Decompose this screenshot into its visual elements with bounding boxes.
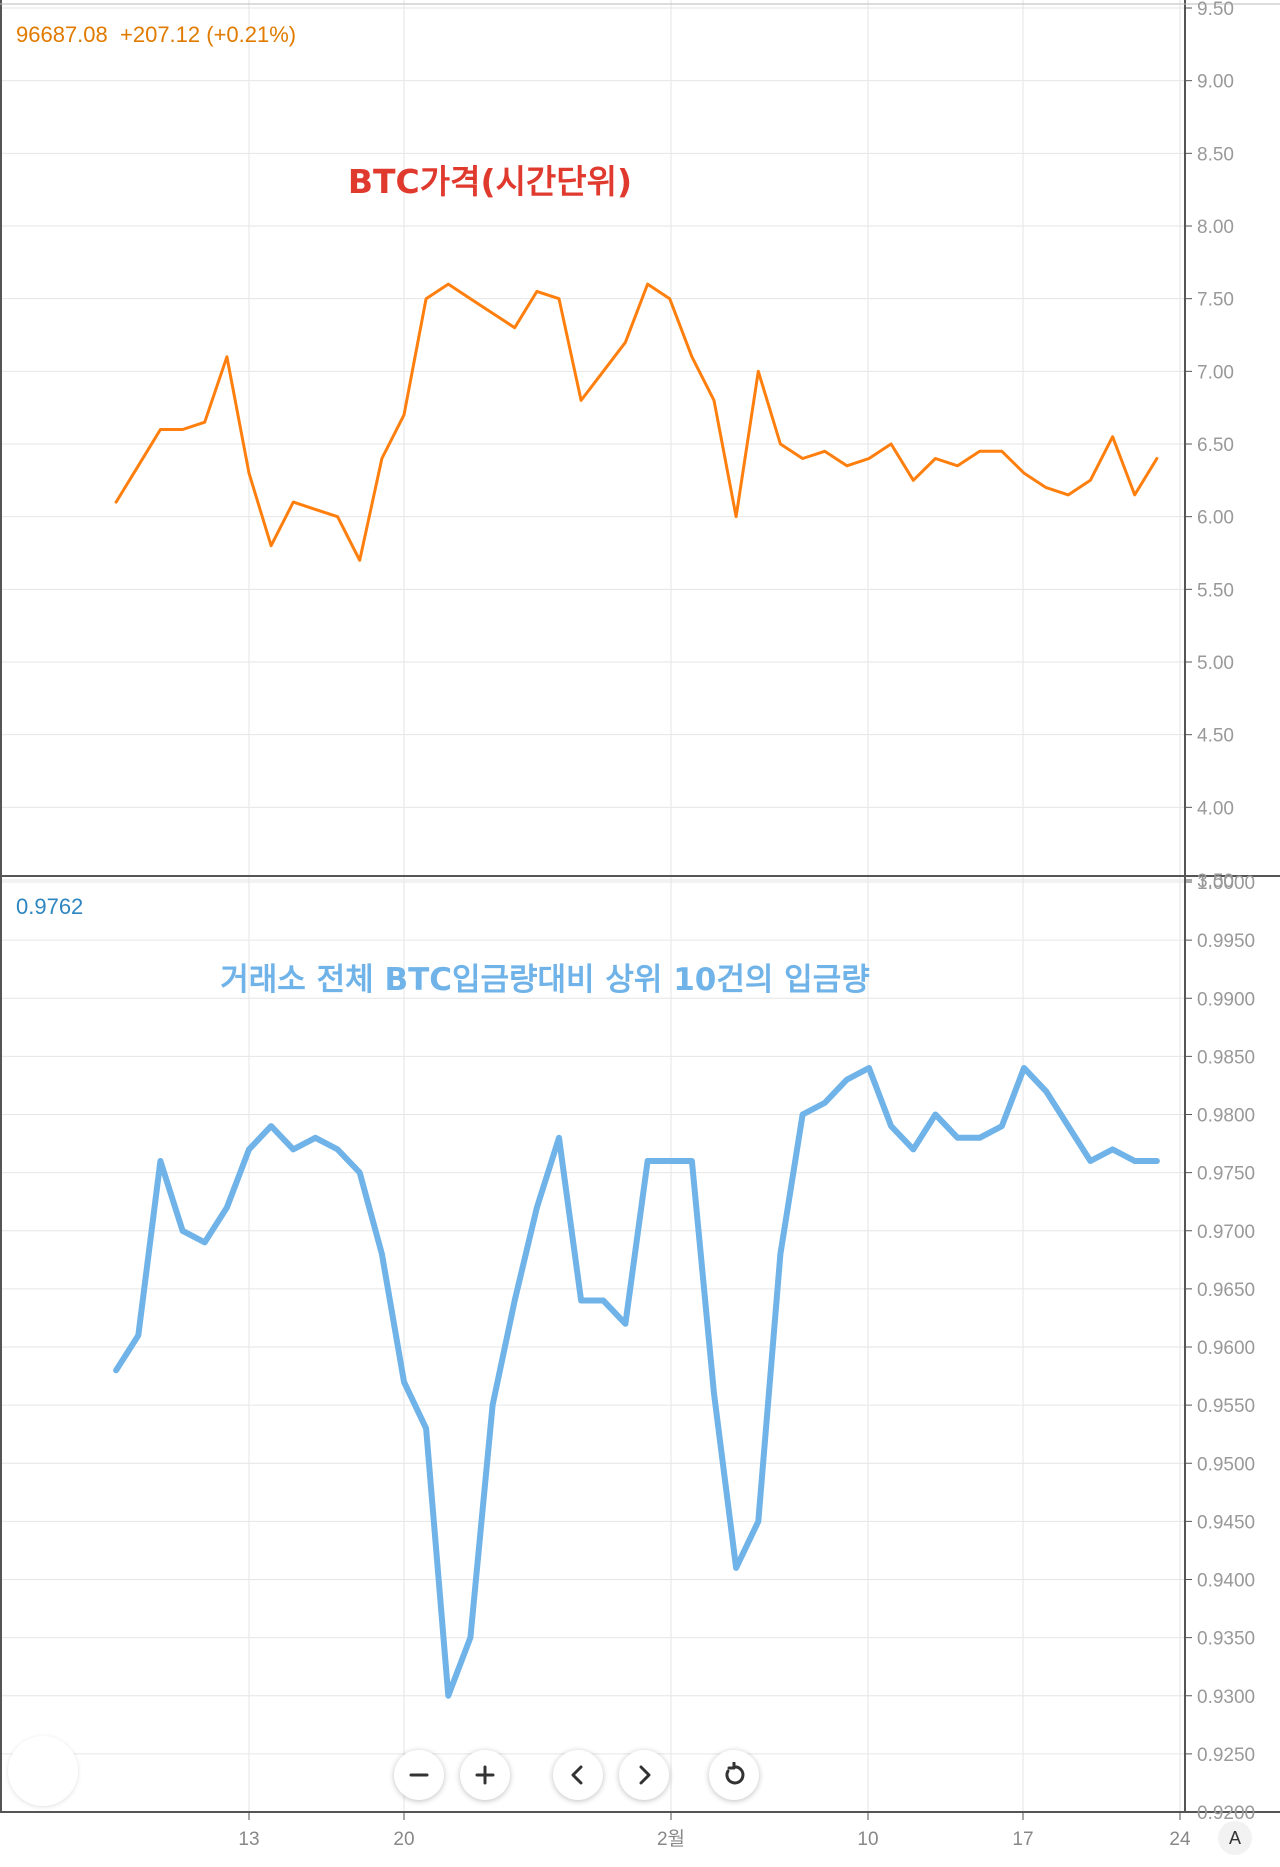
annotation-layer: BTC가격(시간단위) 거래소 전체 BTC입금량대비 상위 10건의 입금량 (220, 162, 869, 998)
y-tick-label: 5.50 (1197, 580, 1234, 601)
y-tick-label: 0.9250 (1197, 1745, 1255, 1766)
x-tick-label: 13 (238, 1829, 259, 1850)
y-tick-label: 0.9900 (1197, 989, 1255, 1010)
y-tick-label: 0.9400 (1197, 1571, 1255, 1592)
y-tick-label: 0.9200 (1197, 1803, 1255, 1824)
reset-icon (721, 1762, 747, 1788)
y-tick-label: 0.9300 (1197, 1687, 1255, 1708)
bottom-chart-annotation: 거래소 전체 BTC입금량대비 상위 10건의 입금량 (220, 962, 869, 998)
btc-price-line (116, 284, 1157, 560)
y-tick-label: 7.50 (1197, 290, 1234, 311)
y-tick-label: 0.9600 (1197, 1338, 1255, 1359)
auto-scale-button[interactable]: A (1218, 1821, 1252, 1855)
y-tick-label: 6.00 (1197, 508, 1234, 529)
y-tick-label: 0.9850 (1197, 1047, 1255, 1068)
zoom-in-button[interactable] (460, 1750, 510, 1800)
y-tick-label: 4.00 (1197, 798, 1234, 819)
ratio-value: 0.9762 (16, 894, 83, 919)
y-tick-label: 8.00 (1197, 217, 1234, 238)
y-tick-label: 7.00 (1197, 362, 1234, 383)
ratio-readout: 0.9762 (16, 894, 83, 920)
minus-icon (406, 1762, 432, 1788)
x-tick-label: 20 (393, 1829, 414, 1850)
y-tick-label: 0.9500 (1197, 1454, 1255, 1475)
y-tick-label: 0.9350 (1197, 1629, 1255, 1650)
scroll-left-button[interactable] (553, 1750, 603, 1800)
price-readout: 96687.08 +207.12 (+0.21%) (16, 22, 296, 48)
chevron-left-icon (565, 1762, 591, 1788)
scroll-right-button[interactable] (619, 1750, 669, 1800)
y-tick-label: 8.50 (1197, 144, 1234, 165)
x-tick-label: 2월 (657, 1828, 685, 1850)
corner-overlay-circle[interactable] (8, 1736, 78, 1806)
chevron-right-icon (631, 1762, 657, 1788)
top-chart-annotation: BTC가격(시간단위) (348, 162, 632, 201)
y-tick-label: 4.50 (1197, 726, 1234, 747)
y-tick-label: 9.50 (1197, 0, 1234, 20)
reset-button[interactable] (709, 1750, 759, 1800)
x-tick-label: 10 (857, 1829, 878, 1850)
y-tick-label: 0.9550 (1197, 1396, 1255, 1417)
zoom-out-button[interactable] (394, 1750, 444, 1800)
y-tick-label: 0.9950 (1197, 931, 1255, 952)
y-tick-label: 1.0000 (1197, 873, 1255, 894)
top10-deposit-ratio-line (116, 1068, 1157, 1696)
price-value: 96687.08 (16, 22, 108, 47)
y-tick-label: 0.9800 (1197, 1106, 1255, 1127)
plus-icon (472, 1762, 498, 1788)
grid-layer (0, 0, 1185, 1812)
y-tick-label: 0.9750 (1197, 1164, 1255, 1185)
x-tick-label: 24 (1169, 1829, 1191, 1850)
y-tick-label: 0.9450 (1197, 1512, 1255, 1533)
y-tick-label: 0.9700 (1197, 1222, 1255, 1243)
y-tick-label: 5.00 (1197, 653, 1234, 674)
price-change: +207.12 (+0.21%) (120, 22, 296, 47)
y-tick-label: 6.50 (1197, 435, 1234, 456)
x-tick-label: 17 (1012, 1829, 1033, 1850)
y-tick-label: 9.00 (1197, 72, 1234, 93)
y-tick-label: 0.9650 (1197, 1280, 1255, 1301)
